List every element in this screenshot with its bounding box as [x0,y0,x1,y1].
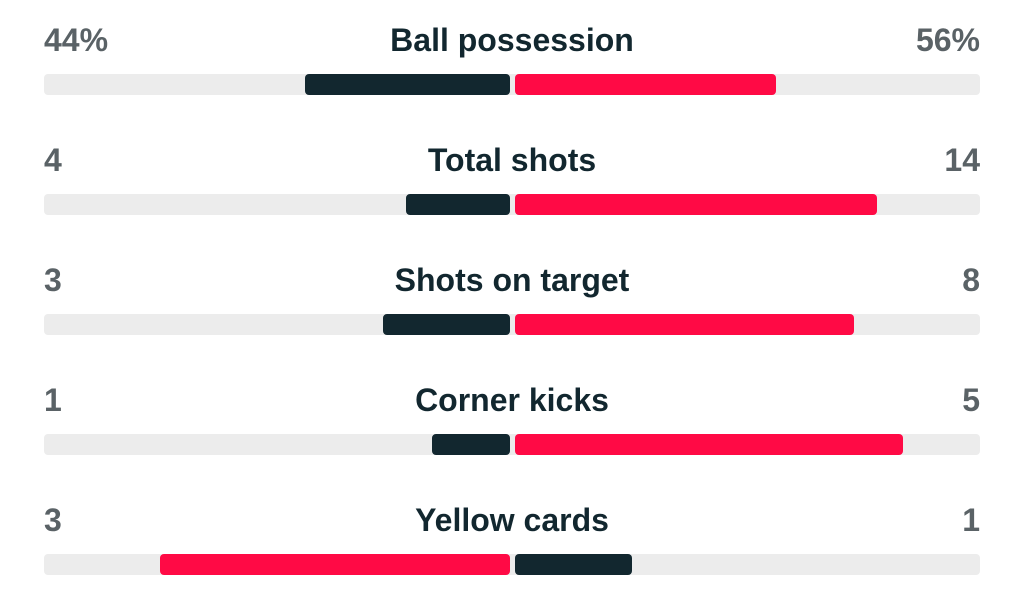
home-bar [383,314,510,335]
stat-label: Corner kicks [415,382,609,418]
away-bar [515,434,903,455]
stat-bar-track [44,194,980,215]
stat-bar-track [44,314,980,335]
home-value: 44% [44,22,109,58]
stat-label: Ball possession [390,22,634,58]
stat-bar-track [44,74,980,95]
stat-row-yellow-cards: 3 Yellow cards 1 [0,488,1024,588]
home-value: 3 [44,502,62,538]
away-value: 56% [915,22,980,58]
stat-row-corner-kicks: 1 Corner kicks 5 [0,368,1024,468]
home-bar [406,194,510,215]
home-bar [160,554,510,575]
away-bar [515,314,854,335]
stat-row-total-shots: 4 Total shots 14 [0,128,1024,228]
away-value: 8 [962,262,980,298]
home-value: 1 [44,382,62,418]
away-value: 5 [962,382,980,418]
away-bar [515,554,632,575]
home-bar [305,74,510,95]
home-bar [432,434,510,455]
stat-row-ball-possession: 44% Ball possession 56% [0,8,1024,108]
stat-label: Shots on target [394,262,630,298]
away-value: 14 [944,142,980,178]
stat-label: Yellow cards [415,502,609,538]
home-value: 4 [44,142,62,178]
home-value: 3 [44,262,62,298]
away-value: 1 [962,502,980,538]
stat-label: Total shots [427,142,597,178]
away-bar [515,74,776,95]
stat-bar-track [44,554,980,575]
stat-row-shots-on-target: 3 Shots on target 8 [0,248,1024,348]
away-bar [515,194,877,215]
stat-bar-track [44,434,980,455]
